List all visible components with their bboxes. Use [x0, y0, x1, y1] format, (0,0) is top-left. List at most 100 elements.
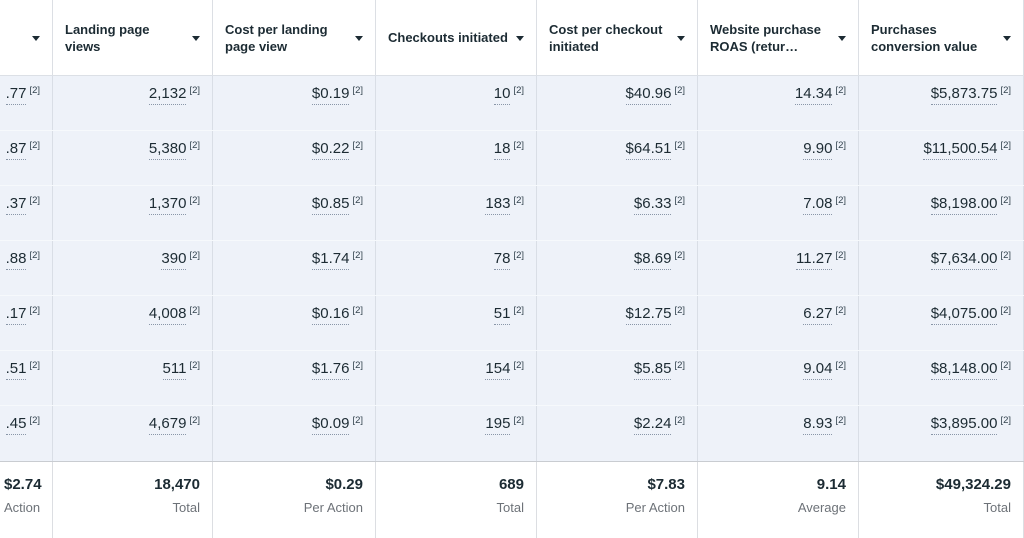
cell-cost-per-checkout-initiated: $8.69 [2]: [537, 241, 698, 295]
metric-value[interactable]: 154: [485, 360, 511, 380]
column-header-truncated-left[interactable]: [0, 0, 53, 75]
metric-value[interactable]: 183: [485, 195, 511, 215]
chevron-down-icon[interactable]: [355, 35, 363, 41]
footnote-marker: [2]: [1000, 195, 1011, 206]
column-header-label: Landing page views: [65, 21, 150, 54]
footnote-marker: [2]: [1000, 140, 1011, 151]
metric-value[interactable]: 9.90: [803, 140, 833, 160]
footnote-marker: [2]: [1000, 250, 1011, 261]
metric-value[interactable]: .37: [5, 195, 27, 215]
cell-website-purchase-roas: 8.93 [2]: [698, 406, 859, 461]
footnote-marker: [2]: [352, 305, 363, 316]
column-header-cost-per-landing-page-view[interactable]: Cost per landing page view: [213, 0, 376, 75]
metric-value[interactable]: $0.19: [311, 85, 350, 105]
metric-value[interactable]: $3,895.00: [930, 415, 998, 435]
metric-value[interactable]: 10: [493, 85, 511, 105]
column-header-label: Website purchase ROAS (retur…: [710, 21, 822, 54]
footer-value: $2.74: [4, 476, 42, 493]
metric-value[interactable]: 390: [161, 250, 187, 270]
metric-value[interactable]: $0.09: [311, 415, 350, 435]
column-header-website-purchase-roas[interactable]: Website purchase ROAS (retur…: [698, 0, 859, 75]
footer-label: Action: [4, 500, 41, 515]
column-header-label: Purchases conversion value: [871, 21, 978, 54]
cell-landing-page-views: 2,132 [2]: [53, 76, 213, 130]
footnote-marker: [2]: [189, 360, 200, 371]
metric-value[interactable]: $40.96: [625, 85, 672, 105]
chevron-down-icon[interactable]: [1003, 35, 1011, 41]
metric-value[interactable]: $0.22: [311, 140, 350, 160]
metric-value[interactable]: 511: [162, 360, 187, 380]
chevron-down-icon[interactable]: [677, 35, 685, 41]
metric-value[interactable]: 11.27: [796, 250, 833, 270]
column-header-purchases-conversion-value[interactable]: Purchases conversion value: [859, 0, 1024, 75]
chevron-down-icon[interactable]: [32, 35, 40, 41]
metric-value[interactable]: .17: [5, 305, 27, 325]
cell-cost-per-checkout-initiated: $6.33 [2]: [537, 186, 698, 240]
table-row: .51 [2] 511 [2] $1.76 [2] 154 [2] $5.85 [2] 9.04 [2…: [0, 351, 1024, 406]
footnote-marker: [2]: [29, 415, 40, 426]
cell-website-purchase-roas: 9.04 [2]: [698, 351, 859, 405]
metric-value[interactable]: 5,380: [148, 140, 187, 160]
metric-value[interactable]: 1,370: [148, 195, 187, 215]
metric-value[interactable]: $8,148.00: [930, 360, 998, 380]
footnote-marker: [2]: [352, 415, 363, 426]
footer-cell-website-purchase-roas: 9.14 Average: [698, 462, 859, 538]
column-header-cost-per-checkout-initiated[interactable]: Cost per checkout initiated: [537, 0, 698, 75]
cell-purchases-conversion-value: $8,198.00 [2]: [859, 186, 1024, 240]
footer-label: Per Action: [625, 500, 685, 515]
metric-value[interactable]: .77: [5, 85, 27, 105]
cell-landing-page-views: 1,370 [2]: [53, 186, 213, 240]
column-header-checkouts-initiated[interactable]: Checkouts initiated: [376, 0, 537, 75]
metric-value[interactable]: $0.85: [311, 195, 350, 215]
footer-value: 18,470: [154, 476, 200, 493]
metric-value[interactable]: 195: [485, 415, 511, 435]
metric-value[interactable]: $1.76: [311, 360, 350, 380]
metric-value[interactable]: 2,132: [148, 85, 187, 105]
cell-truncated-left: .87 [2]: [0, 131, 53, 185]
metric-value[interactable]: .51: [5, 360, 27, 380]
chevron-down-icon[interactable]: [838, 35, 846, 41]
metric-value[interactable]: 14.34: [794, 85, 833, 105]
cell-cost-per-landing-page-view: $0.85 [2]: [213, 186, 376, 240]
column-header-landing-page-views[interactable]: Landing page views: [53, 0, 213, 75]
cell-truncated-left: .51 [2]: [0, 351, 53, 405]
footer-value: $0.29: [325, 476, 363, 493]
metric-value[interactable]: .88: [5, 250, 27, 270]
cell-purchases-conversion-value: $7,634.00 [2]: [859, 241, 1024, 295]
metric-value[interactable]: 4,008: [148, 305, 187, 325]
metric-value[interactable]: $6.33: [633, 195, 672, 215]
metric-value[interactable]: $64.51: [625, 140, 672, 160]
cell-cost-per-landing-page-view: $0.22 [2]: [213, 131, 376, 185]
metric-value[interactable]: 8.93: [803, 415, 833, 435]
footnote-marker: [2]: [1000, 305, 1011, 316]
metric-value[interactable]: $8,198.00: [930, 195, 998, 215]
metric-value[interactable]: $4,075.00: [930, 305, 998, 325]
metric-value[interactable]: .45: [5, 415, 27, 435]
metric-value[interactable]: 4,679: [148, 415, 187, 435]
metric-value[interactable]: $2.24: [633, 415, 672, 435]
cell-landing-page-views: 4,008 [2]: [53, 296, 213, 350]
metric-value[interactable]: 6.27: [803, 305, 833, 325]
metric-value[interactable]: 9.04: [803, 360, 833, 380]
metric-value[interactable]: $12.75: [625, 305, 672, 325]
metric-value[interactable]: $11,500.54: [923, 140, 998, 160]
metric-value[interactable]: $5.85: [633, 360, 672, 380]
footer-label: Total: [983, 500, 1011, 515]
footnote-marker: [2]: [674, 195, 685, 206]
footer-cell-cost-per-checkout-initiated: $7.83 Per Action: [537, 462, 698, 538]
metric-value[interactable]: $5,873.75: [930, 85, 998, 105]
metric-value[interactable]: $1.74: [311, 250, 350, 270]
metric-value[interactable]: 7.08: [803, 195, 833, 215]
metric-value[interactable]: $8.69: [633, 250, 672, 270]
cell-purchases-conversion-value: $5,873.75 [2]: [859, 76, 1024, 130]
metric-value[interactable]: 18: [493, 140, 511, 160]
metric-value[interactable]: 78: [493, 250, 511, 270]
footer-value: 689: [498, 476, 524, 493]
chevron-down-icon[interactable]: [516, 35, 524, 41]
metric-value[interactable]: $7,634.00: [930, 250, 998, 270]
metric-value[interactable]: 51: [493, 305, 511, 325]
metric-value[interactable]: $0.16: [311, 305, 350, 325]
chevron-down-icon[interactable]: [192, 35, 200, 41]
metric-value[interactable]: .87: [5, 140, 27, 160]
